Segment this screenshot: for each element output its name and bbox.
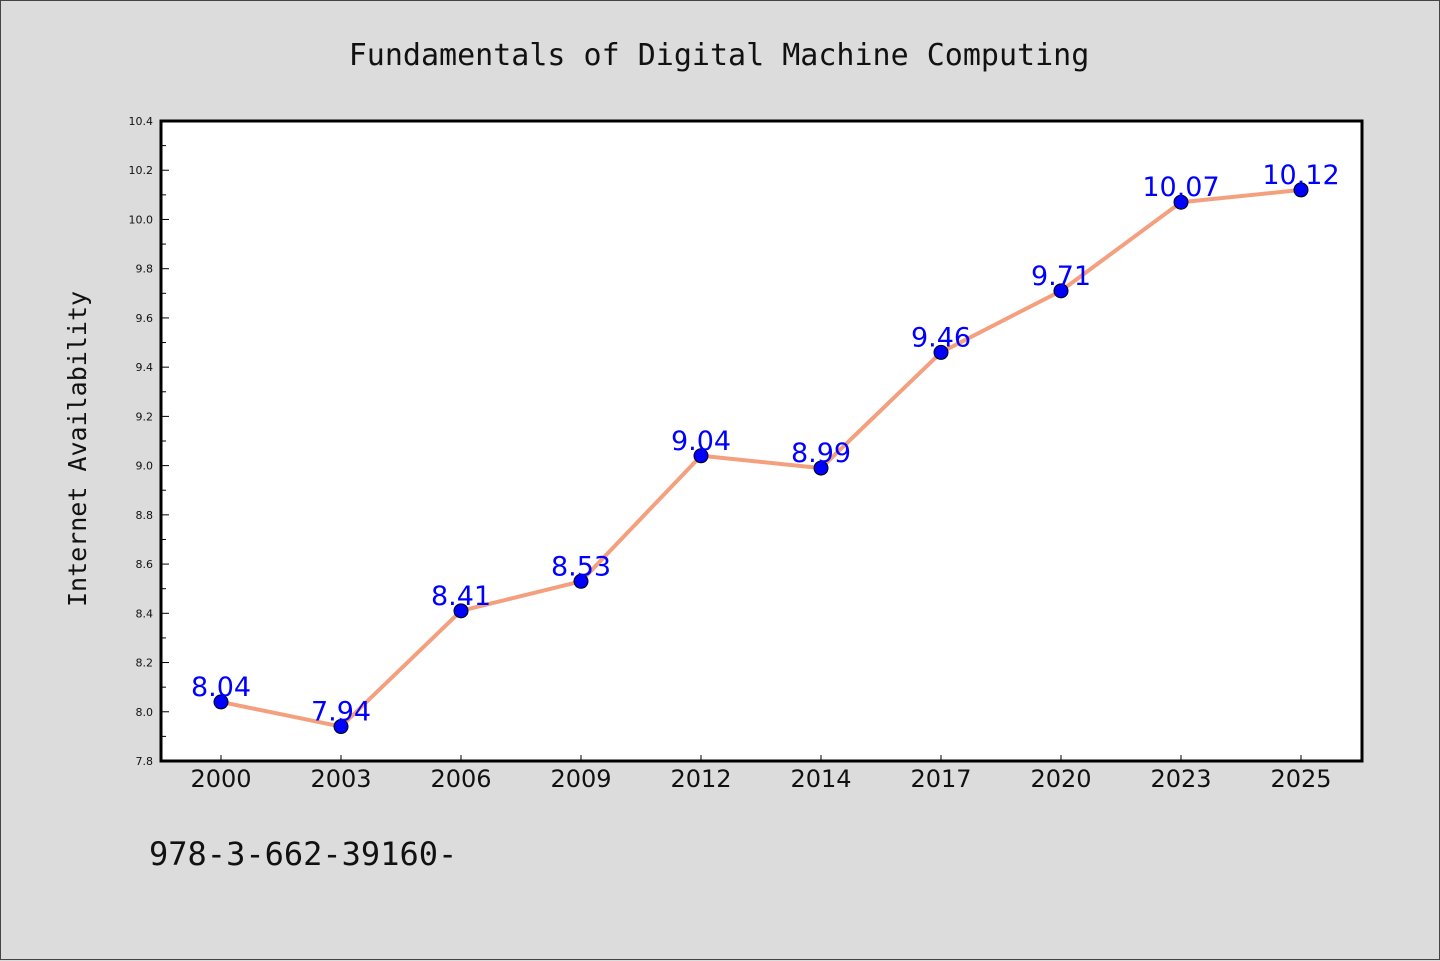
x-tick-label: 2003 <box>310 765 371 793</box>
y-tick-label: 9.0 <box>136 460 154 473</box>
data-point <box>213 694 229 710</box>
y-tick-label: 9.4 <box>136 361 154 374</box>
data-label: 9.46 <box>911 322 971 353</box>
chart-title: Fundamentals of Digital Machine Computin… <box>349 38 1090 73</box>
y-tick-label: 8.2 <box>136 657 154 670</box>
x-tick-label: 2017 <box>910 765 971 793</box>
data-label: 9.71 <box>1031 261 1091 292</box>
data-point <box>333 719 349 735</box>
data-label: 10.12 <box>1262 160 1339 191</box>
data-point <box>693 448 709 464</box>
y-tick-label: 8.0 <box>136 706 154 719</box>
x-axis: 2000 2003 2006 2009 2012 2014 2017 2020 2023 2025 <box>190 755 1332 793</box>
series-line <box>219 187 1303 729</box>
data-point <box>933 344 949 360</box>
x-tick-label: 2025 <box>1270 765 1331 793</box>
y-tick-label: 9.2 <box>136 410 154 423</box>
data-point <box>453 603 469 619</box>
data-label: 8.53 <box>551 551 611 582</box>
y-axis-label: Internet Availability <box>63 291 92 607</box>
data-label: 8.04 <box>191 672 251 703</box>
x-tick-label: 2023 <box>1150 765 1211 793</box>
y-tick-label: 8.6 <box>136 558 154 571</box>
x-tick-label: 2012 <box>670 765 731 793</box>
x-tick-label: 2014 <box>790 765 851 793</box>
data-point <box>1053 283 1069 299</box>
data-label: 10.07 <box>1142 172 1219 203</box>
x-tick-label: 2009 <box>550 765 611 793</box>
y-tick-label: 8.4 <box>136 607 154 620</box>
y-tick-label: 10.0 <box>129 213 154 226</box>
isbn-footnote: 978-3-662-39160- <box>149 835 457 873</box>
data-point <box>1293 182 1309 198</box>
series-layer: 8.04 7.94 8.41 8.53 9.04 8.99 9.46 9.71 10.07 10.… <box>191 160 1340 735</box>
y-tick-label: 9.6 <box>136 312 154 325</box>
x-tick-label: 2020 <box>1030 765 1091 793</box>
plot-area <box>159 119 1364 763</box>
data-label: 8.99 <box>791 438 851 469</box>
data-label: 8.41 <box>431 581 491 612</box>
y-tick-label: 9.8 <box>136 263 154 276</box>
x-tick-label: 2000 <box>190 765 251 793</box>
y-tick-label: 7.8 <box>136 755 154 768</box>
data-label: 9.04 <box>671 426 731 457</box>
x-tick-label: 2006 <box>430 765 491 793</box>
data-point <box>813 460 829 476</box>
y-tick-label: 10.4 <box>129 115 154 128</box>
data-label: 7.94 <box>311 697 371 728</box>
y-tick-label: 10.2 <box>129 164 154 177</box>
data-point <box>573 573 589 589</box>
data-point <box>1173 194 1189 210</box>
y-tick-label: 8.8 <box>136 509 154 522</box>
y-axis: 7.8 8.0 8.2 8.4 8.6 8.8 9.0 9.2 9.4 9.6 9.8 10.0 10.… <box>129 115 169 768</box>
